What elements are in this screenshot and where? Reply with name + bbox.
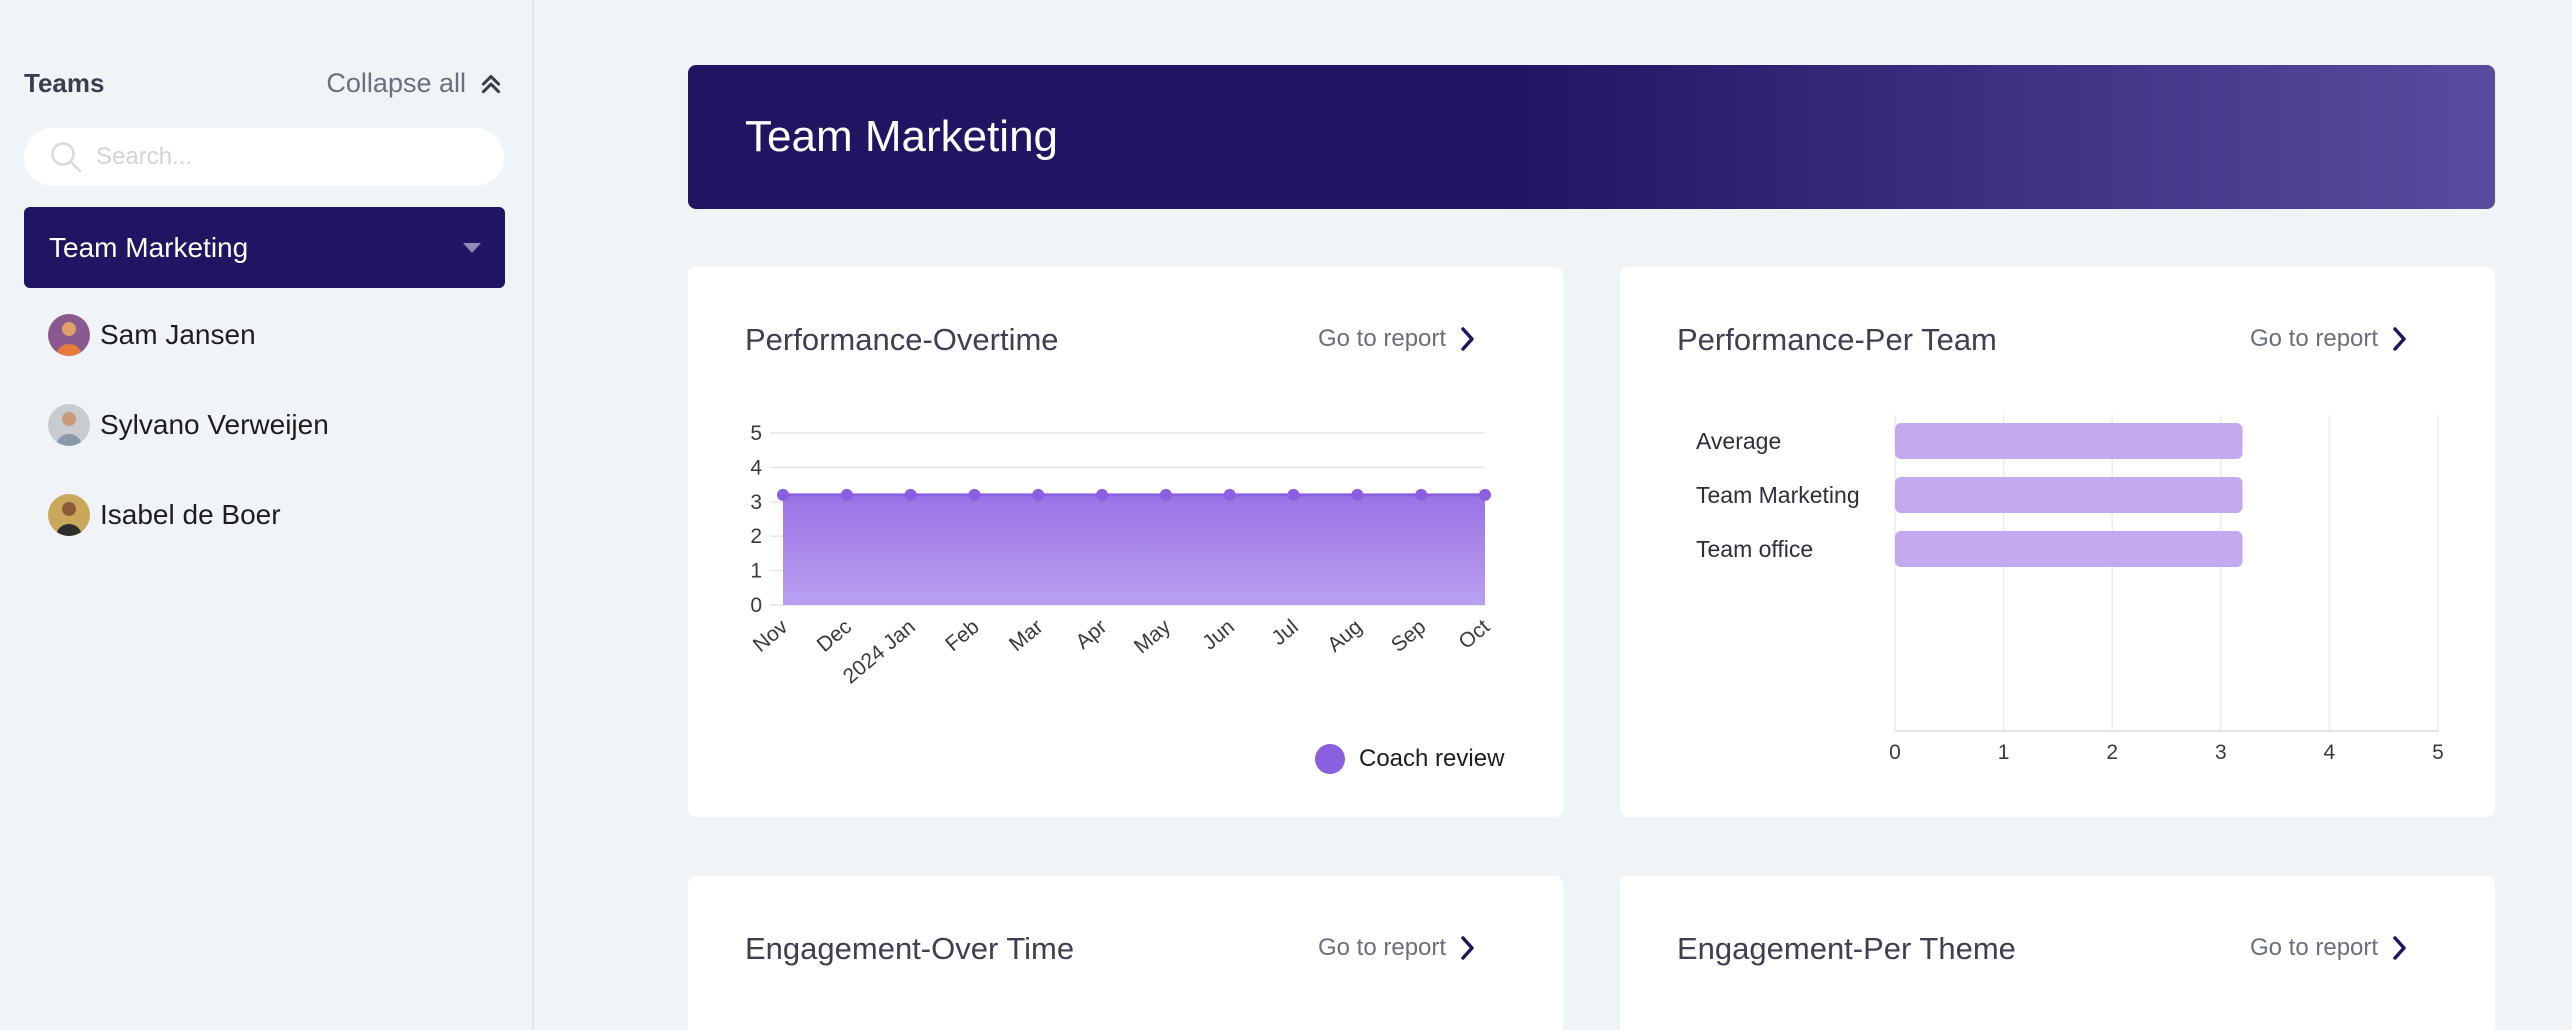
go-to-report-label: Go to report — [2250, 325, 2379, 352]
data-point — [1159, 488, 1172, 501]
x-tick-label: 3 — [2215, 741, 2227, 764]
go-to-report-label: Go to report — [1318, 325, 1447, 352]
y-tick-label: 2 — [750, 525, 762, 548]
data-point — [1415, 488, 1428, 501]
collapse-all-button[interactable]: Collapse all — [326, 68, 504, 99]
member-item[interactable]: Sylvano Verweijen — [48, 404, 329, 446]
legend-label: Coach review — [1359, 745, 1505, 772]
x-tick-label: 2024 Jan — [839, 615, 920, 688]
x-tick-label: Apr — [1071, 615, 1111, 654]
x-tick-label: Jul — [1267, 615, 1302, 650]
go-to-report-link[interactable]: Go to report — [1318, 934, 1478, 962]
x-tick-label: Nov — [749, 615, 793, 657]
go-to-report-link[interactable]: Go to report — [2250, 934, 2410, 962]
data-point — [1223, 488, 1236, 501]
search-icon — [51, 142, 82, 173]
page-title: Team Marketing — [745, 112, 1059, 161]
x-tick-label: 4 — [2324, 741, 2336, 764]
y-tick-label: 5 — [750, 422, 762, 445]
avatar — [48, 494, 90, 536]
chart-legend: Coach review — [1315, 744, 1504, 774]
card-title: Engagement-Over Time — [745, 931, 1075, 966]
member-item[interactable]: Sam Jansen — [48, 314, 256, 356]
card-title: Performance-Overtime — [745, 322, 1059, 357]
x-tick-label: 5 — [2432, 741, 2444, 764]
double-chevron-up-icon — [481, 74, 501, 94]
legend-swatch — [1315, 744, 1345, 774]
sidebar-header: Teams Collapse all — [24, 66, 504, 100]
go-to-report-label: Go to report — [1318, 934, 1447, 961]
data-point — [1351, 488, 1364, 501]
go-to-report-link[interactable]: Go to report — [2250, 325, 2410, 353]
x-tick-label: Dec — [813, 615, 856, 657]
data-point — [1032, 488, 1045, 501]
sidebar: Teams Collapse all Team Marketing Sam Ja… — [0, 0, 534, 1030]
bar — [1895, 477, 2243, 513]
x-tick-label: Oct — [1454, 615, 1494, 654]
chevron-right-icon — [2393, 936, 2406, 960]
y-tick-label: 4 — [750, 456, 762, 479]
x-tick-label: Sep — [1387, 615, 1430, 657]
x-tick-label: Feb — [941, 615, 984, 656]
data-point — [904, 488, 917, 501]
engagement-per-theme-card: Engagement-Per Theme Go to report — [1620, 876, 2495, 1030]
y-tick-label: 3 — [750, 491, 762, 514]
member-item[interactable]: Isabel de Boer — [48, 494, 281, 536]
chevron-right-icon — [1461, 327, 1474, 351]
x-tick-label: 1 — [1998, 741, 2010, 764]
team-banner: Team Marketing — [688, 65, 2495, 209]
bar — [1895, 423, 2243, 459]
search-box — [24, 128, 504, 186]
avatar — [48, 404, 90, 446]
x-tick-label: Mar — [1005, 615, 1047, 656]
x-tick-label: 2 — [2106, 741, 2118, 764]
member-name: Sylvano Verweijen — [100, 409, 329, 440]
data-point — [1479, 488, 1491, 501]
collapse-all-label: Collapse all — [326, 67, 466, 98]
x-tick-label: May — [1130, 615, 1176, 658]
card-title: Performance-Per Team — [1677, 322, 1997, 357]
data-point — [1096, 488, 1109, 501]
y-tick-label: 1 — [750, 560, 762, 583]
performance-per-team-card: Performance-Per Team Go to report 0 1 2 3 4 5… — [1620, 267, 2495, 817]
x-tick-label: Jun — [1198, 615, 1239, 654]
performance-per-team-chart: 0 1 2 3 4 5 Average Team Marketing Team office — [1696, 415, 2444, 764]
chevron-down-icon — [463, 242, 481, 253]
team-selector[interactable]: Team Marketing — [24, 207, 505, 288]
data-point — [1287, 488, 1300, 501]
go-to-report-link[interactable]: Go to report — [1318, 325, 1478, 353]
category-label: Average — [1696, 428, 1781, 454]
go-to-report-label: Go to report — [2250, 934, 2379, 961]
data-point — [840, 488, 853, 501]
avatar — [48, 314, 90, 356]
x-tick-label: Aug — [1323, 615, 1366, 657]
team-selector-label: Team Marketing — [49, 231, 249, 263]
search-input[interactable] — [96, 143, 476, 171]
member-name: Sam Jansen — [100, 319, 256, 350]
chevron-right-icon — [1461, 936, 1474, 960]
performance-overtime-card: Performance-Overtime Go to report 0 1 2 3 4 5… — [688, 267, 1563, 817]
member-name: Isabel de Boer — [100, 499, 281, 530]
engagement-over-time-card: Engagement-Over Time Go to report — [688, 876, 1563, 1030]
sidebar-title: Teams — [24, 67, 105, 98]
category-label: Team Marketing — [1696, 482, 1860, 508]
bar — [1895, 531, 2243, 567]
y-tick-label: 0 — [750, 594, 762, 617]
data-point — [968, 488, 981, 501]
x-tick-label: 0 — [1889, 741, 1901, 764]
category-label: Team office — [1696, 536, 1813, 562]
data-point — [777, 488, 789, 501]
card-title: Engagement-Per Theme — [1677, 931, 2016, 966]
chevron-right-icon — [2393, 327, 2406, 351]
area-fill — [783, 494, 1485, 605]
